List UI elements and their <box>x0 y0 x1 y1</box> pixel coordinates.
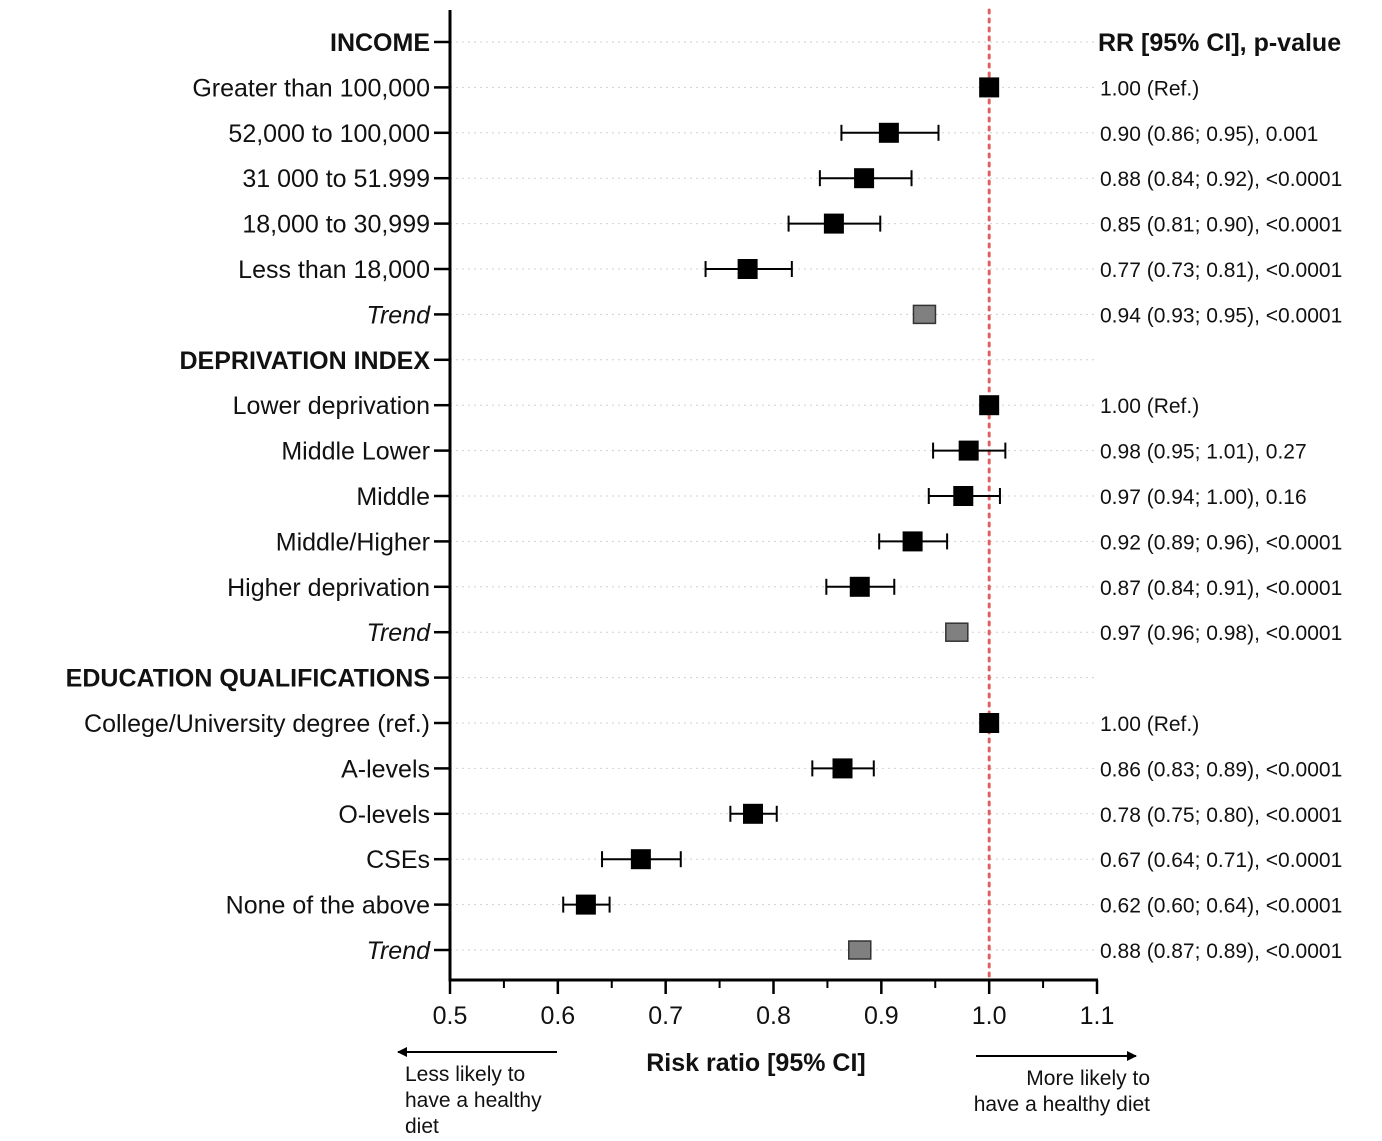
rr-value: 0.67 (0.64; 0.71), <0.0001 <box>1100 849 1342 872</box>
x-tick-label: 0.7 <box>648 1002 683 1030</box>
x-tick-label: 0.5 <box>433 1002 468 1030</box>
rr-value: 0.88 (0.87; 0.89), <0.0001 <box>1100 940 1342 963</box>
rr-value: 0.78 (0.75; 0.80), <0.0001 <box>1100 804 1342 827</box>
trend-point <box>848 940 872 960</box>
rr-value: 0.92 (0.89; 0.96), <0.0001 <box>1100 531 1342 554</box>
x-tick-label: 1.0 <box>972 1002 1007 1030</box>
rr-column: RR [95% CI], p-value 1.00 (Ref.) 0.90 (0.… <box>1098 29 1342 963</box>
x-tick-label: 0.8 <box>756 1002 791 1030</box>
rr-value: 0.97 (0.96; 0.98), <0.0001 <box>1100 622 1342 645</box>
trend-label: Trend <box>367 937 432 965</box>
row-labels: INCOME Greater than 100,000 52,000 to 100,… <box>66 29 450 965</box>
x-axis-ticks: 0.5 0.6 0.7 0.8 0.9 1.0 1.1 <box>433 980 1115 1030</box>
point-estimate <box>878 122 899 143</box>
row-label: 52,000 to 100,000 <box>228 120 430 148</box>
rr-value: 0.85 (0.81; 0.90), <0.0001 <box>1100 214 1342 237</box>
point-estimate <box>849 576 870 597</box>
rr-value: 1.00 (Ref.) <box>1100 713 1199 736</box>
point-estimate <box>743 803 764 824</box>
trend-point <box>945 622 969 642</box>
x-tick-label: 0.6 <box>540 1002 575 1030</box>
data-marks <box>562 77 1007 960</box>
point-estimate <box>958 440 979 461</box>
point-estimate <box>979 713 1000 733</box>
row-label: CSEs <box>366 846 430 874</box>
trend-label: Trend <box>367 301 432 329</box>
right-note-line-1: More likely to <box>1026 1067 1150 1090</box>
row-label: A-levels <box>341 755 430 783</box>
trend-point <box>912 304 937 325</box>
left-note-line-3: diet <box>405 1115 439 1138</box>
left-note-line-2: have a healthy <box>405 1089 542 1112</box>
rr-value: 1.00 (Ref.) <box>1100 395 1199 418</box>
point-estimate <box>575 894 596 915</box>
point-estimate <box>737 259 758 279</box>
point-estimate <box>953 486 974 506</box>
row-label: O-levels <box>338 801 430 829</box>
x-axis-title: Risk ratio [95% CI] <box>646 1049 866 1077</box>
x-tick-label: 0.9 <box>864 1002 899 1030</box>
row-label: Less than 18,000 <box>238 256 430 284</box>
rr-value: 0.77 (0.73; 0.81), <0.0001 <box>1100 259 1342 282</box>
trend-label: Trend <box>367 619 432 647</box>
point-estimate <box>902 531 923 552</box>
rr-value: 0.98 (0.95; 1.01), 0.27 <box>1100 441 1307 464</box>
row-label: None of the above <box>226 892 430 920</box>
row-label: 18,000 to 30,999 <box>242 211 430 239</box>
point-estimate <box>832 758 853 779</box>
point-estimate <box>823 213 844 234</box>
row-label: Middle/Higher <box>276 528 430 556</box>
point-estimate <box>979 77 1000 98</box>
rr-column-header: RR [95% CI], p-value <box>1098 29 1341 57</box>
rr-value: 0.94 (0.93; 0.95), <0.0001 <box>1100 304 1342 327</box>
row-label: Lower deprivation <box>233 392 430 420</box>
rr-value: 0.62 (0.60; 0.64), <0.0001 <box>1100 895 1342 918</box>
row-label: 31 000 to 51.999 <box>242 165 430 193</box>
rr-value: 1.00 (Ref.) <box>1100 77 1199 100</box>
right-note-line-2: have a healthy diet <box>974 1093 1150 1116</box>
rr-value: 0.88 (0.84; 0.92), <0.0001 <box>1100 168 1342 191</box>
row-label: Middle <box>356 483 430 511</box>
point-estimate <box>630 849 651 870</box>
left-note-line-1: Less likely to <box>405 1063 525 1086</box>
row-label: Middle Lower <box>281 438 430 466</box>
x-tick-label: 1.1 <box>1080 1002 1115 1030</box>
point-estimate <box>854 168 875 189</box>
row-label: Greater than 100,000 <box>192 74 430 102</box>
rr-value: 0.87 (0.84; 0.91), <0.0001 <box>1100 577 1342 600</box>
section-header: EDUCATION QUALIFICATIONS <box>66 665 430 693</box>
row-label: College/University degree (ref.) <box>84 710 430 738</box>
rr-value: 0.97 (0.94; 1.00), 0.16 <box>1100 486 1307 509</box>
rr-value: 0.86 (0.83; 0.89), <0.0001 <box>1100 758 1342 781</box>
section-header: DEPRIVATION INDEX <box>180 347 431 375</box>
row-label: Higher deprivation <box>227 574 430 602</box>
rr-value: 0.90 (0.86; 0.95), 0.001 <box>1100 123 1318 146</box>
point-estimate <box>979 395 1000 416</box>
section-header: INCOME <box>330 29 430 57</box>
